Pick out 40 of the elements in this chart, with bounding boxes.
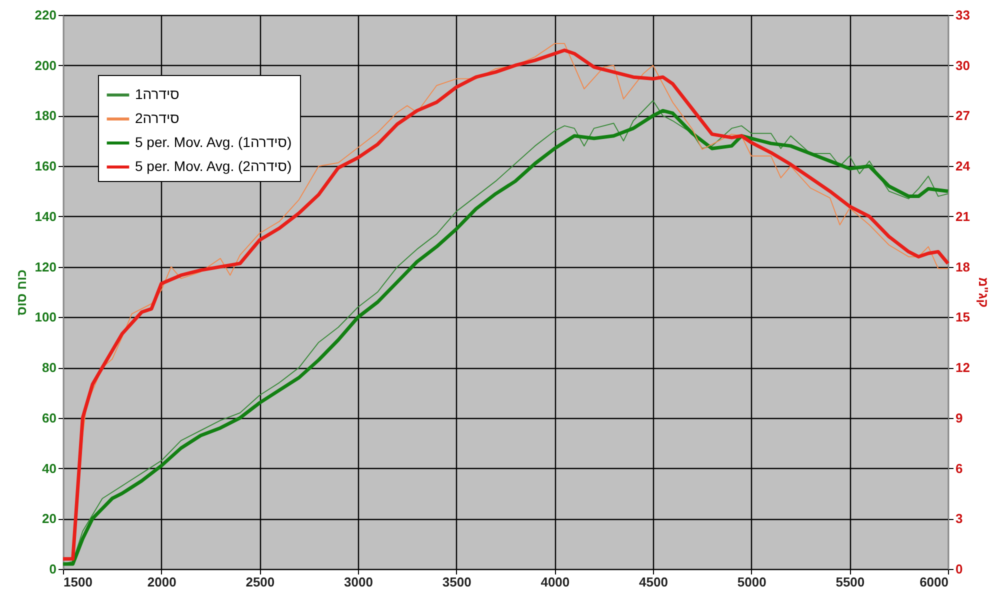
x-tick-label: 4000 [540, 574, 570, 590]
y2-tick-label: 12 [956, 360, 970, 376]
y-tick-label: 160 [34, 158, 56, 174]
legend-label: סידרה2 [135, 110, 180, 126]
x-tick-label: 4500 [639, 574, 668, 590]
y-tick-label: 140 [34, 208, 56, 224]
y-tick-label: 200 [34, 58, 56, 73]
y2-tick-label: 18 [956, 259, 970, 274]
y-tick-label: 220 [34, 8, 56, 22]
y-tick-label: 100 [34, 310, 56, 325]
y2-tick-label: 15 [956, 310, 970, 325]
y-axis-title: כוח סוס [14, 270, 29, 316]
y-tick-label: 60 [42, 410, 56, 426]
x-tick-label: 5500 [836, 574, 865, 590]
y2-axis-title: קג"מ [976, 277, 991, 308]
y-tick-label: 80 [42, 360, 56, 376]
y2-tick-label: 24 [956, 158, 971, 174]
y2-tick-label: 27 [956, 108, 970, 124]
y2-tick-label: 9 [956, 410, 963, 426]
legend-label: 5 per. Mov. Avg. (סידרה2) [135, 158, 292, 174]
y2-tick-label: 0 [956, 562, 963, 576]
legend-label: 5 per. Mov. Avg. (סידרה1) [135, 134, 292, 150]
y2-tick-label: 30 [956, 58, 970, 73]
y2-tick-label: 21 [956, 208, 970, 224]
x-tick-label: 1500 [64, 574, 92, 590]
y-tick-label: 180 [34, 108, 56, 124]
x-tick-label: 3500 [442, 574, 472, 590]
x-tick-label: 3000 [344, 574, 373, 590]
y-tick-label: 40 [42, 460, 56, 476]
y2-tick-label: 3 [956, 511, 963, 526]
y2-tick-label: 6 [956, 460, 963, 476]
y-tick-label: 20 [42, 511, 56, 526]
x-tick-label: 6000 [920, 574, 948, 590]
y-tick-label: 120 [34, 259, 56, 274]
x-tick-label: 2500 [246, 574, 275, 590]
legend-label: סידרה1 [135, 86, 180, 102]
y2-tick-label: 33 [956, 8, 970, 22]
x-tick-label: 5000 [737, 574, 766, 590]
x-tick-label: 2000 [147, 574, 176, 590]
y-tick-label: 0 [49, 562, 56, 576]
